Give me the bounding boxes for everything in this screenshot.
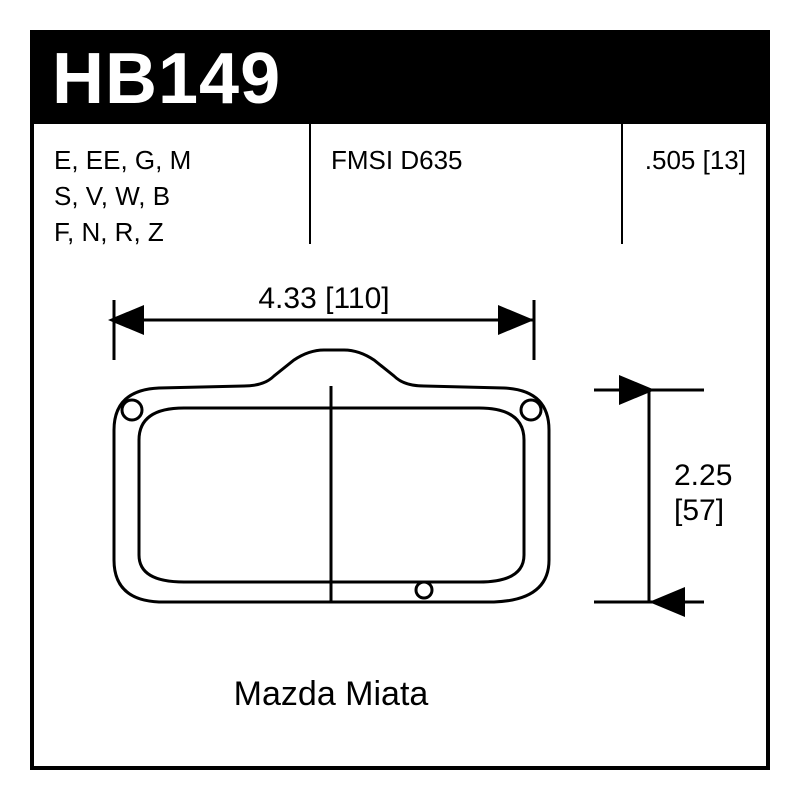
compound-codes-line: E, EE, G, M — [54, 142, 289, 178]
specs-row: E, EE, G, M S, V, W, B F, N, R, Z FMSI D… — [34, 124, 766, 244]
thickness-value: .505 [13] — [645, 145, 746, 175]
part-number-band: HB149 — [30, 34, 770, 124]
height-label-in: 2.25 — [674, 459, 732, 492]
part-number: HB149 — [52, 39, 281, 119]
height-label-mm: [57] — [674, 494, 724, 527]
compound-codes-line: F, N, R, Z — [54, 214, 289, 250]
application-label: Mazda Miata — [234, 675, 429, 713]
fmsi-column: FMSI D635 — [309, 124, 621, 244]
fmsi-code: FMSI D635 — [331, 142, 601, 178]
page-border-bottom — [30, 766, 770, 770]
page-border-right — [766, 30, 770, 770]
brake-pad-diagram: 4.33 [110] 2.25 — [34, 260, 766, 766]
width-dimension: 4.33 [110] — [114, 282, 534, 360]
page: HB149 E, EE, G, M S, V, W, B F, N, R, Z … — [0, 0, 800, 800]
thickness-column: .505 [13] — [621, 124, 766, 244]
width-label: 4.33 [110] — [258, 282, 389, 315]
brake-pad-shape — [114, 350, 549, 602]
compound-codes-line: S, V, W, B — [54, 178, 289, 214]
compound-codes-column: E, EE, G, M S, V, W, B F, N, R, Z — [34, 124, 309, 244]
height-dimension: 2.25 [57] — [594, 390, 732, 602]
